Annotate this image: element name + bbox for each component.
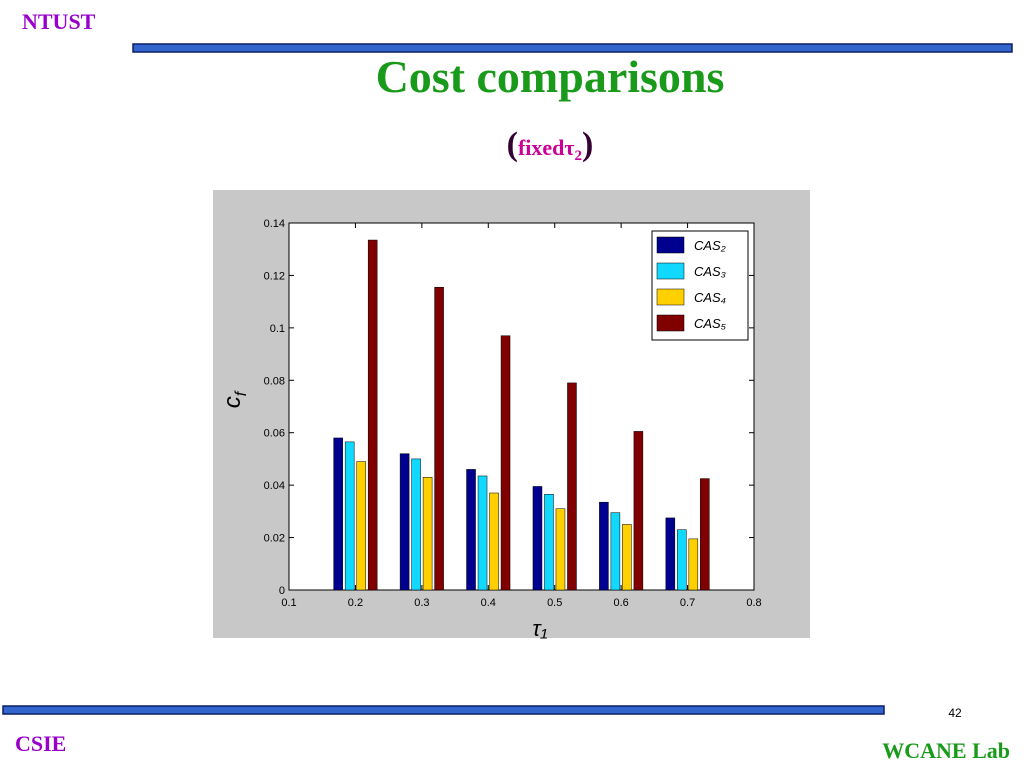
y-tick-label: 0.08	[264, 375, 285, 387]
slide-title: Cost comparisons	[376, 51, 725, 102]
x-tick-label: 0.7	[680, 597, 695, 609]
legend-label: CAS₃	[694, 264, 726, 279]
bar	[688, 538, 699, 591]
x-tick-label: 0.3	[414, 597, 429, 609]
bar	[532, 486, 543, 591]
legend-swatch	[656, 288, 685, 306]
x-tick-label: 0.2	[348, 597, 363, 609]
bar	[333, 437, 343, 591]
y-tick-label: 0.12	[264, 270, 285, 282]
bar	[466, 469, 476, 591]
x-axis-label: τ₁	[532, 616, 547, 641]
y-axis-label-sub: f	[233, 390, 250, 396]
y-tick-label: 0.14	[264, 218, 285, 230]
y-tick-label: 0.04	[264, 480, 285, 492]
header-bar	[132, 43, 1013, 53]
bar	[411, 458, 421, 591]
left-footer: CSIE	[15, 731, 66, 756]
legend-swatch	[656, 314, 685, 332]
bar	[344, 441, 355, 591]
y-tick-label: 0	[279, 585, 285, 597]
bar	[610, 512, 621, 591]
bar	[700, 478, 710, 591]
bar	[622, 524, 632, 591]
bar	[567, 382, 577, 591]
bar	[544, 494, 554, 591]
subtitle-sub: 2	[575, 148, 583, 164]
bar	[367, 239, 378, 591]
page-number: 42	[948, 706, 962, 720]
legend-swatch	[656, 236, 685, 254]
bar	[555, 508, 566, 591]
x-tick-label: 0.1	[281, 597, 296, 609]
y-axis-label: cf	[219, 390, 250, 408]
bar	[677, 529, 687, 591]
org: NTUST	[22, 9, 96, 34]
y-axis-label-main: c	[219, 396, 246, 408]
bar	[665, 517, 676, 591]
x-tick-label: 0.6	[613, 597, 628, 609]
y-tick-label: 0.06	[264, 428, 285, 440]
paren: )	[582, 126, 593, 163]
bar	[633, 431, 644, 591]
x-tick-label: 0.4	[481, 597, 496, 609]
bar	[477, 475, 488, 591]
legend-label: CAS₄	[694, 290, 726, 305]
x-tick-label: 0.5	[547, 597, 562, 609]
bar	[399, 453, 410, 591]
bar	[489, 492, 499, 591]
y-tick-label: 0.02	[264, 533, 285, 545]
x-tick-label: 0.8	[746, 597, 761, 609]
subtitle-text: fixedτ	[518, 135, 575, 160]
bar	[434, 286, 444, 591]
subtitle: (fixedτ2)	[507, 126, 594, 164]
legend-swatch	[656, 262, 685, 280]
legend-label: CAS₅	[694, 316, 727, 331]
right-footer: WCANE Lab	[882, 738, 1010, 763]
bar	[356, 461, 366, 591]
footer-bar	[2, 705, 885, 715]
bar	[422, 477, 433, 591]
y-tick-label: 0.1	[270, 323, 285, 335]
bar	[500, 335, 511, 591]
plot: 0 0.02 0.04 0.06 0.08 0.1 0.12 0.14 0.1 0.2 0.3 0.4…	[264, 218, 762, 609]
legend-label: CAS₂	[694, 238, 726, 253]
bar	[599, 501, 609, 591]
paren: (	[507, 126, 518, 163]
